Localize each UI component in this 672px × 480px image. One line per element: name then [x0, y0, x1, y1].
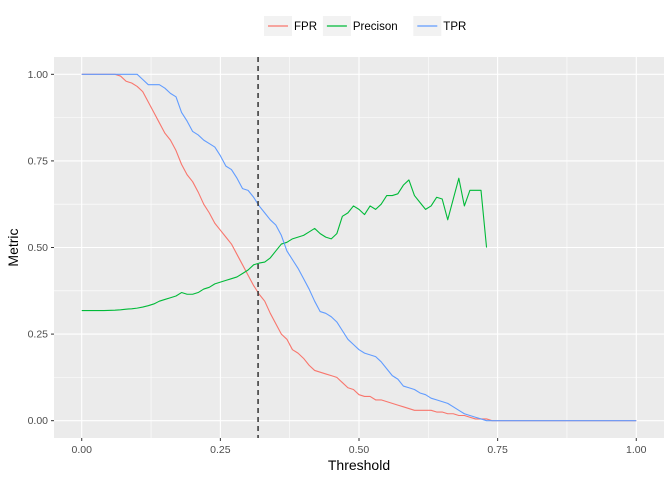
legend-item-precison: Precison [322, 16, 398, 36]
x-tick-label: 0.75 [487, 444, 508, 456]
x-tick-label: 1.00 [626, 444, 647, 456]
x-axis-ticks: 0.00 0.25 0.50 0.75 1.00 [72, 438, 647, 456]
y-axis-ticks: 0.00 0.25 0.50 0.75 1.00 [28, 69, 54, 427]
grid-major [54, 57, 664, 438]
y-tick-label: 0.50 [28, 242, 49, 254]
legend-label: FPR [294, 21, 317, 33]
x-tick-label: 0.00 [72, 444, 93, 456]
series-layer [81, 73, 637, 422]
y-tick-label: 0.25 [28, 329, 49, 341]
y-axis-title: Metric [5, 228, 21, 266]
series-line-tpr [81, 73, 637, 422]
x-axis-title: Threshold [328, 457, 390, 473]
x-tick-label: 0.25 [210, 444, 231, 456]
series-line-precison [81, 177, 488, 312]
legend-item-fpr: FPR [264, 16, 317, 36]
legend-label: TPR [443, 21, 466, 33]
legend-item-tpr: TPR [413, 16, 466, 36]
legend: FPR Precison TPR [264, 16, 466, 36]
legend-label: Precison [353, 21, 398, 33]
y-tick-label: 0.75 [28, 155, 49, 167]
y-tick-label: 1.00 [28, 69, 49, 81]
x-tick-label: 0.50 [349, 444, 370, 456]
series-line-fpr [81, 73, 637, 422]
y-tick-label: 0.00 [28, 415, 49, 427]
